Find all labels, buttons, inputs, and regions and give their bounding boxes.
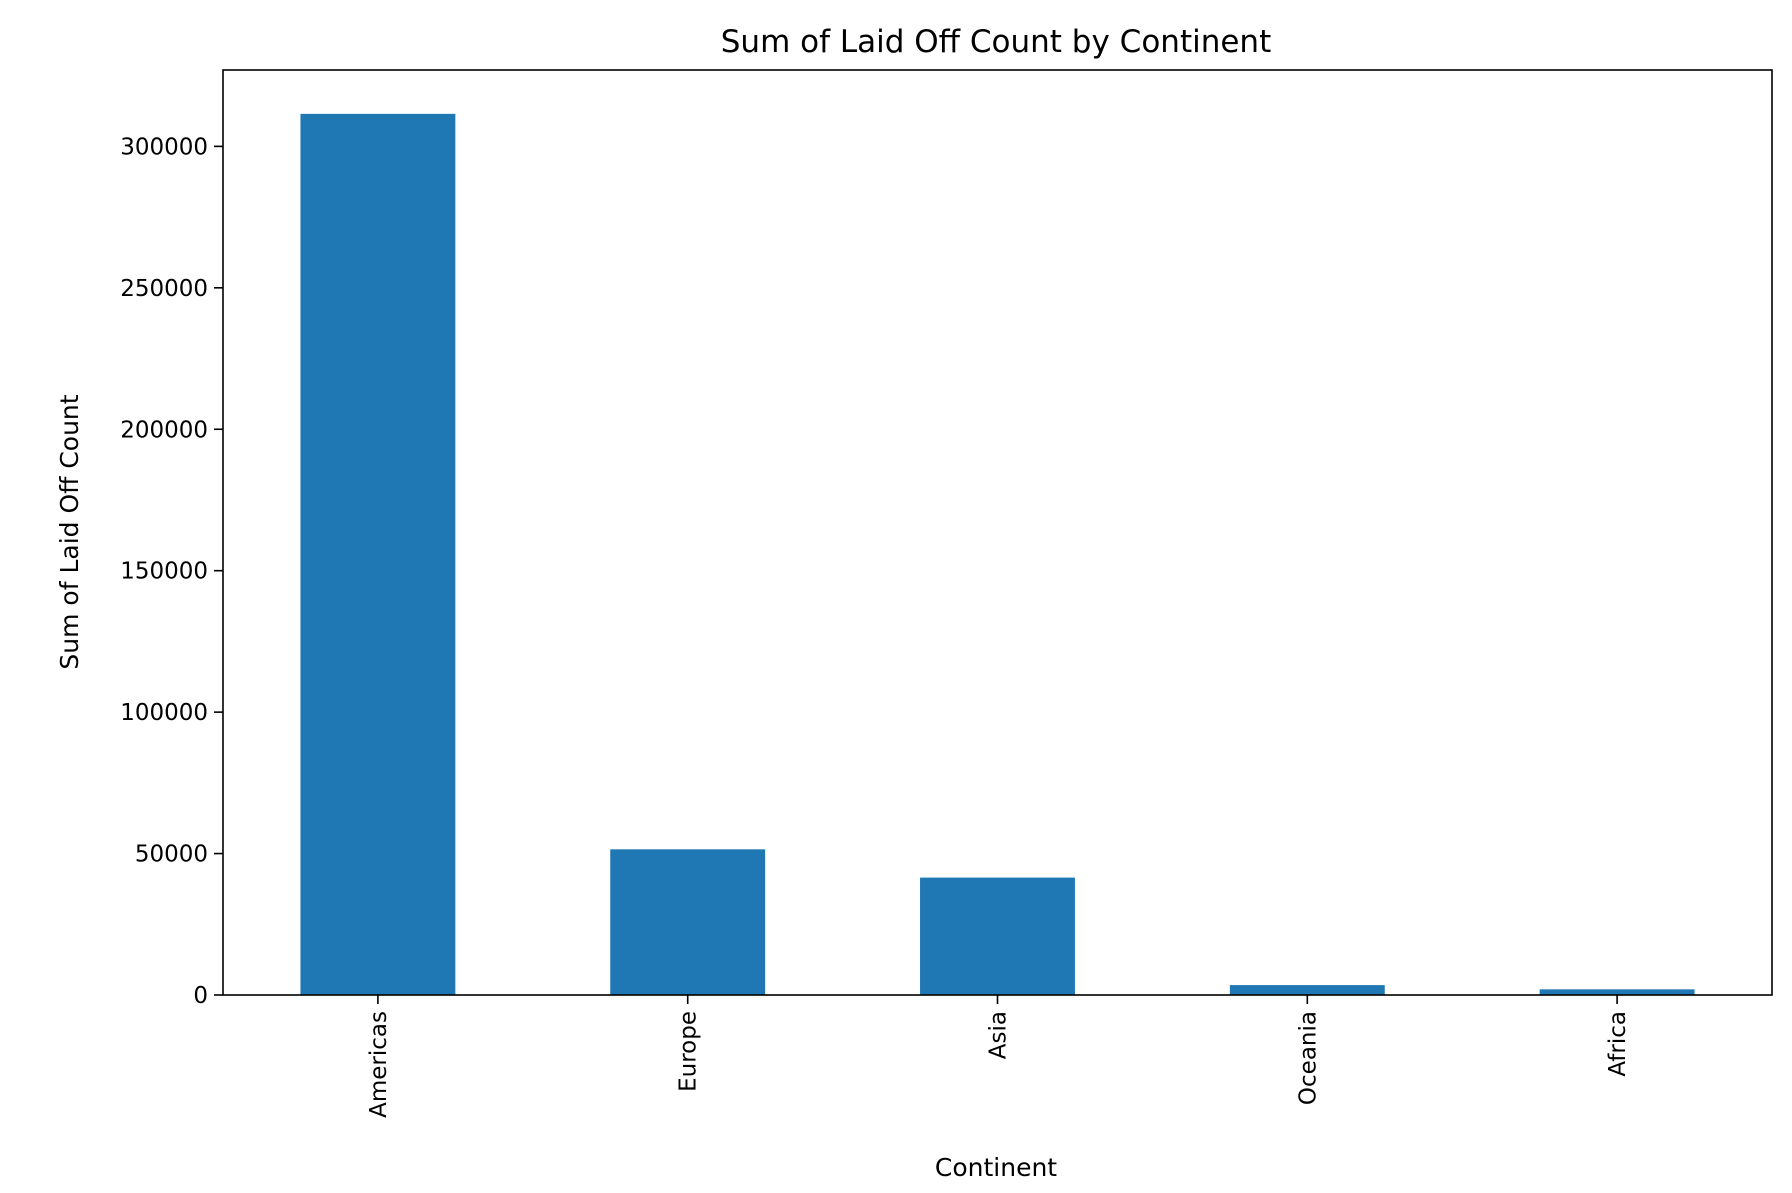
y-tick-label: 300000 [120,134,208,160]
y-axis-ticks: 0 50000 100000 150000 200000 250000 300000 [120,134,223,1009]
bar-oceania [1229,985,1385,995]
y-tick-label: 100000 [120,700,208,726]
x-axis-ticks: Americas Europe Asia Oceania Africa [366,995,1631,1118]
y-tick-label: 200000 [120,417,208,443]
x-tick-label: Africa [1605,1011,1631,1077]
plot-area-frame [222,69,1773,996]
bar-europe [610,849,766,995]
bars-group [300,113,1695,995]
y-axis-label: Sum of Laid Off Count [55,394,84,669]
y-tick-label: 50000 [135,842,208,868]
x-axis-label: Continent [935,1153,1057,1182]
bar-asia [920,877,1075,995]
bar-americas [300,113,456,995]
bar-africa [1539,989,1695,995]
x-tick-label: Americas [366,1011,392,1118]
x-tick-label: Oceania [1295,1011,1321,1105]
x-tick-label: Europe [676,1011,702,1092]
y-tick-label: 150000 [120,559,208,585]
x-tick-label: Asia [986,1011,1012,1059]
y-tick-label: 250000 [120,276,208,302]
y-tick-label: 0 [193,983,208,1009]
chart-title: Sum of Laid Off Count by Continent [721,24,1271,60]
